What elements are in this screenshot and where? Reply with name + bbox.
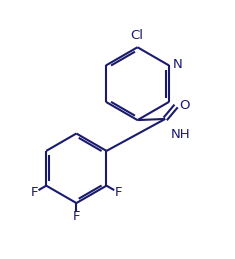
Text: N: N [173,57,183,70]
Text: F: F [73,210,80,223]
Text: F: F [114,186,122,199]
Text: F: F [31,186,38,199]
Text: NH: NH [171,128,191,141]
Text: O: O [179,99,190,112]
Text: Cl: Cl [130,29,143,42]
